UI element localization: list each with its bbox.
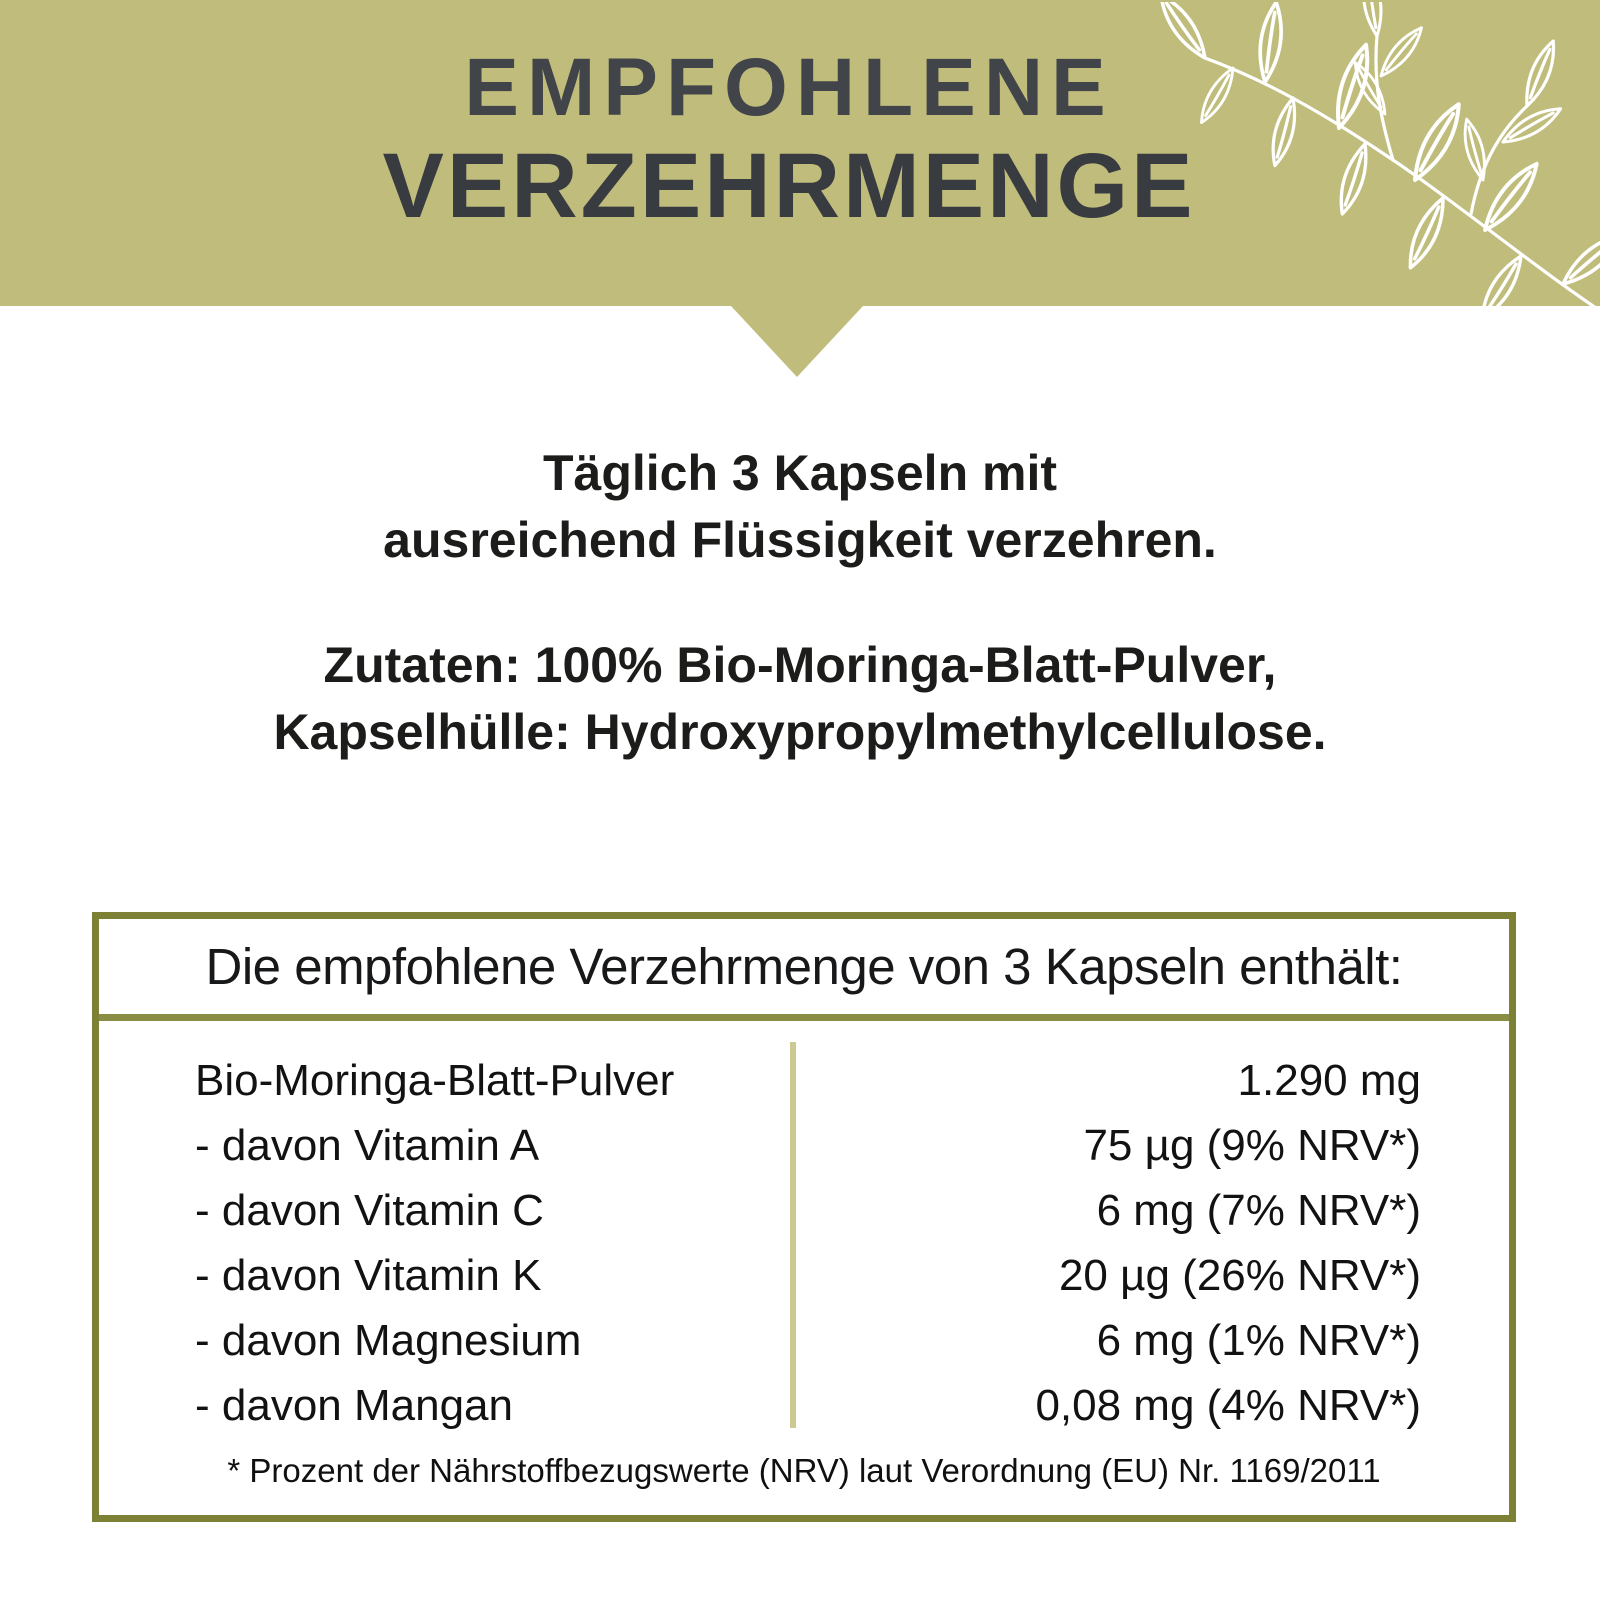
table-row: Bio-Moringa-Blatt-Pulver 1.290 mg [195,1048,1421,1113]
ingredients-line2: Kapselhülle: Hydroxypropylmethylcellulos… [273,704,1327,760]
ingredients-line1: Zutaten: 100% Bio-Moringa-Blatt-Pulver, [323,637,1277,693]
table-row: - davon Magnesium 6 mg (1% NRV*) [195,1308,1421,1373]
dosage-instructions: Täglich 3 Kapseln mit ausreichend Flüssi… [0,440,1600,574]
nutrition-table: Die empfohlene Verzehrmenge von 3 Kapsel… [92,912,1516,1522]
nutrition-table-header: Die empfohlene Verzehrmenge von 3 Kapsel… [99,919,1509,1021]
banner-pointer-triangle [731,306,863,377]
nutrition-table-body: Bio-Moringa-Blatt-Pulver 1.290 mg - davo… [99,1021,1509,1438]
row-value: 0,08 mg (4% NRV*) [1035,1381,1421,1430]
row-value: 1.290 mg [1237,1056,1421,1105]
row-value: 6 mg (1% NRV*) [1096,1316,1421,1365]
row-label: - davon Vitamin A [195,1121,540,1170]
row-label: - davon Vitamin K [195,1251,542,1300]
table-row: - davon Vitamin C 6 mg (7% NRV*) [195,1178,1421,1243]
header-banner: EMPFOHLENE VERZEHRMENGE [0,0,1600,306]
row-value: 20 µg (26% NRV*) [1058,1251,1421,1300]
table-row: - davon Vitamin A 75 µg (9% NRV*) [195,1113,1421,1178]
row-label: - davon Vitamin C [195,1186,544,1235]
nrv-footnote: * Prozent der Nährstoffbezugswerte (NRV)… [227,1452,1381,1489]
row-value: 6 mg (7% NRV*) [1096,1186,1421,1235]
row-label: - davon Magnesium [195,1316,582,1365]
page-title-line1: EMPFOHLENE [464,42,1114,133]
ingredients-text: Zutaten: 100% Bio-Moringa-Blatt-Pulver, … [0,632,1600,766]
page-title-line2: VERZEHRMENGE [382,135,1196,237]
dosage-line1: Täglich 3 Kapseln mit [542,445,1057,501]
column-divider [790,1042,796,1428]
dosage-line2: ausreichend Flüssigkeit verzehren. [383,512,1217,568]
row-value: 75 µg (9% NRV*) [1083,1121,1421,1170]
page-title: EMPFOHLENE VERZEHRMENGE [0,0,1600,238]
olive-branch-icon [1152,2,1600,306]
table-row: - davon Mangan 0,08 mg (4% NRV*) [195,1373,1421,1438]
row-label: Bio-Moringa-Blatt-Pulver [195,1056,675,1105]
row-label: - davon Mangan [195,1381,513,1430]
table-row: - davon Vitamin K 20 µg (26% NRV*) [195,1243,1421,1308]
